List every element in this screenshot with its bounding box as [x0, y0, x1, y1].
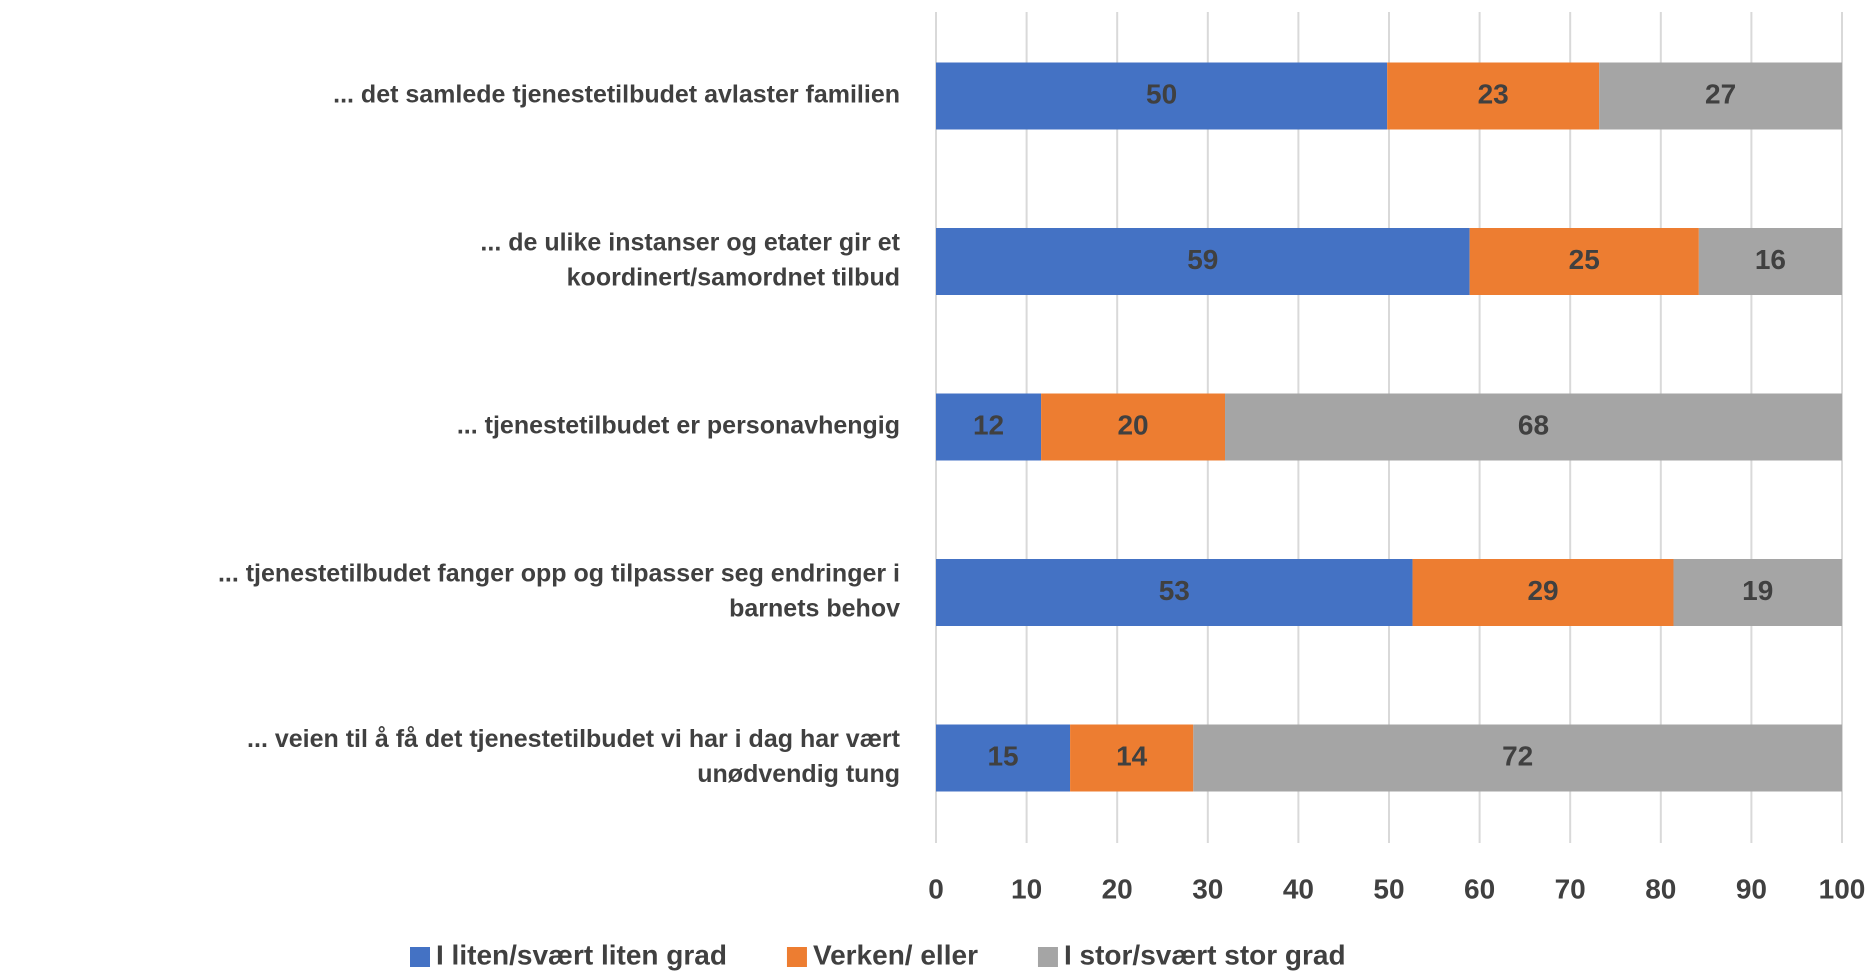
- data-label: 29: [1527, 575, 1558, 606]
- bar-segment: [1469, 228, 1699, 295]
- category-label: ... tjenestetilbudet fanger opp og tilpa…: [218, 560, 900, 588]
- x-tick-label: 20: [1102, 873, 1133, 904]
- data-label: 72: [1502, 740, 1533, 771]
- bar-segment: [936, 62, 1388, 130]
- legend-swatch: [410, 947, 430, 967]
- category-label: koordinert/samordnet tilbud: [567, 264, 900, 292]
- bar-segment: [1698, 228, 1842, 295]
- data-label: 53: [1159, 575, 1190, 606]
- category-label: ... tjenestetilbudet er personavhengig: [457, 412, 900, 440]
- bar-segment: [1599, 62, 1842, 130]
- x-tick-label: 40: [1283, 873, 1314, 904]
- bar-segment: [1412, 559, 1674, 626]
- x-tick-label: 10: [1011, 873, 1042, 904]
- x-tick-label: 30: [1192, 873, 1223, 904]
- legend-label: Verken/ eller: [813, 939, 978, 970]
- bar-segment: [936, 559, 1413, 626]
- legend-label: I liten/svært liten grad: [436, 939, 727, 970]
- x-tick-label: 80: [1645, 873, 1676, 904]
- legend-label: I stor/svært stor grad: [1064, 939, 1346, 970]
- bar-segment: [1225, 393, 1842, 461]
- bar-segment: [1041, 393, 1226, 461]
- data-label: 68: [1518, 409, 1549, 440]
- x-tick-label: 90: [1736, 873, 1767, 904]
- data-label: 12: [973, 409, 1004, 440]
- data-label: 59: [1187, 244, 1218, 275]
- x-tick-label: 100: [1819, 873, 1866, 904]
- legend-swatch: [786, 947, 807, 967]
- data-label: 25: [1569, 244, 1600, 275]
- data-label: 14: [1116, 740, 1148, 771]
- bar-segment: [1387, 62, 1600, 130]
- category-label: ... veien til å få det tjenestetilbudet …: [247, 725, 901, 753]
- bar-segment: [936, 724, 1071, 792]
- data-label: 16: [1755, 244, 1786, 275]
- bar-segment: [936, 228, 1470, 295]
- data-label: 23: [1478, 78, 1509, 109]
- bar-segment: [936, 393, 1042, 461]
- data-label: 19: [1742, 575, 1773, 606]
- category-label: ... det samlede tjenestetilbudet avlaste…: [333, 81, 900, 109]
- x-tick-label: 0: [928, 873, 944, 904]
- category-label: barnets behov: [729, 595, 900, 623]
- data-label: 15: [987, 740, 1018, 771]
- category-label: unødvendig tung: [697, 760, 900, 788]
- data-label: 20: [1117, 409, 1148, 440]
- data-label: 50: [1146, 78, 1177, 109]
- legend-swatch: [1037, 947, 1058, 967]
- x-tick-label: 60: [1464, 873, 1495, 904]
- bar-segment: [1193, 724, 1842, 792]
- data-label: 27: [1705, 78, 1736, 109]
- x-tick-label: 50: [1373, 873, 1404, 904]
- x-tick-label: 70: [1555, 873, 1586, 904]
- bar-segment: [1673, 559, 1842, 626]
- category-label: ... de ulike instanser og etater gir et: [480, 229, 900, 257]
- bar-segment: [1070, 724, 1194, 792]
